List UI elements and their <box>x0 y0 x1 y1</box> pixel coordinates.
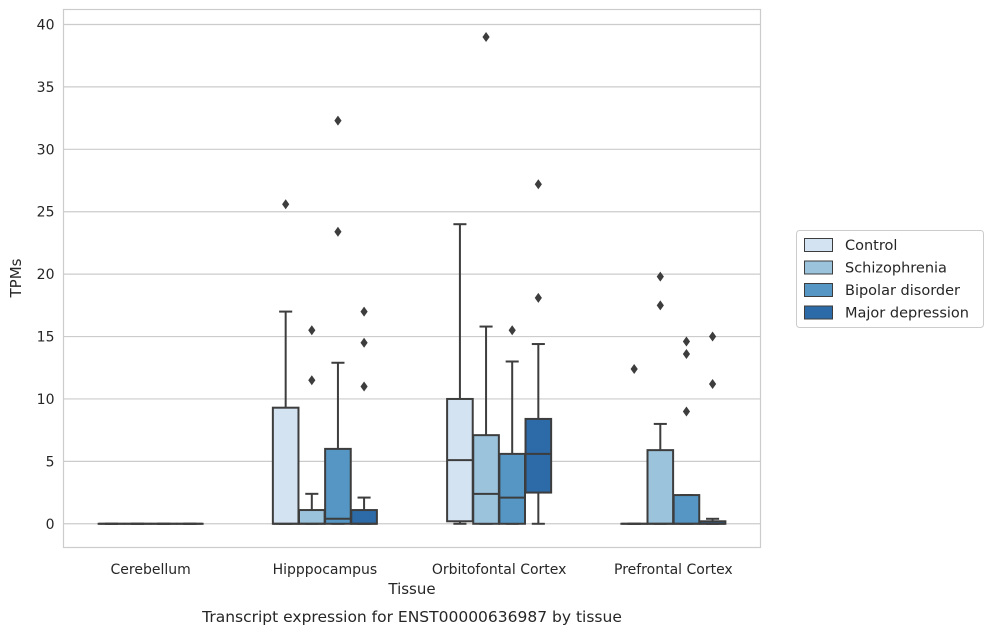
y-tick-label: 25 <box>37 205 55 221</box>
x-tick-label: Prefrontal Cortex <box>614 562 733 578</box>
y-tick-label: 0 <box>46 517 55 533</box>
box-major-depression <box>698 331 727 525</box>
box-body <box>472 434 500 525</box>
box-body <box>646 449 675 525</box>
outlier-point <box>360 381 368 392</box>
box-bipolar-disorder <box>498 325 527 525</box>
legend-frame <box>796 230 984 328</box>
box-schizophrenia <box>646 271 675 525</box>
y-tick-label: 30 <box>37 142 55 158</box>
outlier-point <box>656 300 664 311</box>
outlier-point <box>508 325 516 336</box>
outlier-point <box>282 199 290 210</box>
series-group <box>149 115 701 525</box>
outlier-point <box>656 271 664 282</box>
box-major-depression <box>350 306 378 525</box>
outlier-point <box>630 363 638 374</box>
outlier-point <box>708 378 717 389</box>
series-group <box>97 199 648 525</box>
y-tick-label: 10 <box>37 392 55 408</box>
y-tick-label: 5 <box>46 454 55 470</box>
box-control <box>271 199 300 525</box>
box-body <box>271 406 300 525</box>
x-tick-label: Hipppocampus <box>273 562 378 578</box>
outlier-point <box>308 325 316 336</box>
box-bipolar-disorder <box>672 336 701 525</box>
y-axis-ticks: 0 5 10 15 20 25 30 35 40 <box>37 17 55 532</box>
legend-item: Major depression <box>804 305 969 322</box>
legend: Control Schizophrenia Bipolar disorder Majo… <box>796 230 984 328</box>
outlier-point <box>682 349 691 360</box>
legend-label: Major depression <box>845 306 969 322</box>
outlier-point <box>334 115 342 126</box>
box-body <box>324 447 352 525</box>
legend-swatch <box>804 238 833 252</box>
box-groups <box>97 31 727 525</box>
outlier-point <box>708 331 717 342</box>
legend-label: Bipolar disorder <box>845 283 960 299</box>
outlier-point <box>360 337 368 348</box>
outlier-point <box>360 306 368 317</box>
legend-label: Control <box>845 238 897 254</box>
box-major-depression <box>524 179 553 525</box>
legend-item: Schizophrenia <box>804 260 947 277</box>
y-tick-label: 40 <box>37 17 55 33</box>
legend-label: Schizophrenia <box>845 261 947 277</box>
outlier-point <box>682 336 691 347</box>
x-axis-label: Tissue <box>387 580 435 598</box>
x-axis-ticks: Cerebellum Hipppocampus Orbitofontal Corte… <box>111 562 733 578</box>
y-axis-label: TPMs <box>7 258 25 298</box>
y-tick-label: 20 <box>37 267 55 283</box>
outlier-point <box>308 375 316 386</box>
legend-swatch <box>804 283 833 297</box>
x-tick-label: Orbitofontal Cortex <box>432 562 567 578</box>
series-group <box>123 31 675 525</box>
box-body <box>350 509 378 525</box>
outlier-point <box>682 406 691 417</box>
outlier-point <box>482 31 490 42</box>
outlier-point <box>534 292 542 303</box>
legend-swatch <box>804 260 833 275</box>
x-tick-label: Cerebellum <box>111 562 191 578</box>
box-body <box>672 494 701 525</box>
legend-swatch <box>804 305 833 320</box>
outlier-point <box>534 179 542 190</box>
chart-caption: Transcript expression for ENST0000063698… <box>201 608 622 626</box>
series-group <box>176 179 727 525</box>
outlier-point <box>334 226 342 237</box>
y-tick-label: 35 <box>37 80 55 96</box>
legend-item: Control <box>804 238 897 254</box>
box-body <box>498 452 527 525</box>
y-tick-label: 15 <box>37 330 55 346</box>
box-bipolar-disorder <box>324 115 352 525</box>
box-body <box>297 509 326 525</box>
box-body <box>524 417 553 494</box>
legend-item: Bipolar disorder <box>804 283 960 299</box>
plot-area <box>62 8 762 549</box>
